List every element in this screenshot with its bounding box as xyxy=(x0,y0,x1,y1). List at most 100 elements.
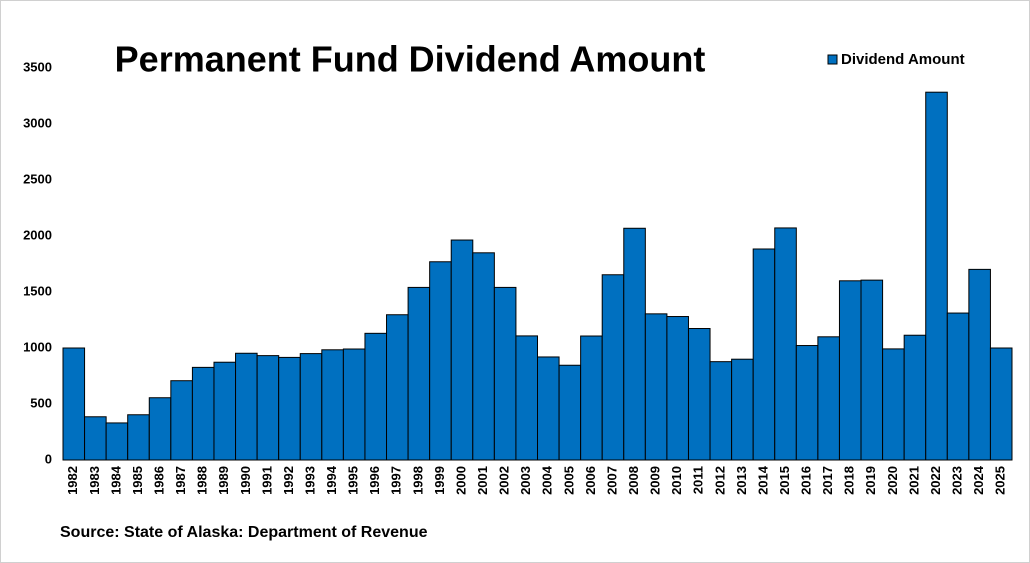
bar xyxy=(148,397,172,461)
x-tick-label: 1984 xyxy=(108,465,123,495)
bar xyxy=(299,353,323,461)
bar xyxy=(213,361,237,461)
x-tick-label: 2015 xyxy=(777,466,792,495)
bar xyxy=(386,314,409,461)
x-tick-label: 2005 xyxy=(561,466,576,495)
bar xyxy=(946,312,970,461)
x-tick-label: 2001 xyxy=(475,466,490,495)
bar xyxy=(235,352,258,461)
x-tick-label: 2018 xyxy=(842,466,857,495)
bar xyxy=(774,227,797,461)
bar xyxy=(429,261,452,461)
bar xyxy=(968,268,991,461)
x-tick-label: 2017 xyxy=(820,466,835,495)
bar xyxy=(731,358,754,461)
y-tick-label: 1500 xyxy=(23,283,52,298)
bar xyxy=(278,356,301,461)
bar xyxy=(62,347,86,461)
bar xyxy=(450,239,474,461)
bar xyxy=(472,252,495,461)
x-tick-label: 2006 xyxy=(583,466,598,495)
bar xyxy=(860,279,884,461)
y-tick-label: 3500 xyxy=(23,59,52,74)
y-tick-label: 2500 xyxy=(23,171,52,186)
bar xyxy=(537,356,560,461)
y-tick-label: 2000 xyxy=(23,227,52,242)
x-tick-label: 2002 xyxy=(497,466,512,495)
x-tick-label: 2021 xyxy=(906,466,921,495)
y-tick-label: 1000 xyxy=(23,339,52,354)
bar xyxy=(644,313,668,461)
x-tick-label: 2004 xyxy=(540,465,555,495)
x-tick-label: 2019 xyxy=(863,466,878,495)
x-tick-label: 2012 xyxy=(712,466,727,495)
bar xyxy=(170,380,193,461)
x-tick-label: 2007 xyxy=(604,466,619,495)
x-tick-label: 2010 xyxy=(669,466,684,495)
bar xyxy=(903,334,927,461)
bar xyxy=(989,347,1013,461)
x-tick-label: 1994 xyxy=(324,465,339,495)
bar xyxy=(817,336,840,461)
x-tick-label: 1995 xyxy=(346,466,361,495)
x-tick-label: 1991 xyxy=(259,466,274,495)
y-tick-label: 500 xyxy=(30,395,52,410)
x-tick-label: 1999 xyxy=(432,466,447,495)
bar xyxy=(493,286,517,461)
x-tick-label: 2003 xyxy=(518,466,533,495)
x-tick-label: 1983 xyxy=(87,466,102,495)
bar xyxy=(709,361,733,461)
bar xyxy=(752,248,776,461)
x-tick-label: 2016 xyxy=(799,466,814,495)
legend-label: Dividend Amount xyxy=(841,51,965,68)
x-tick-label: 1988 xyxy=(195,466,210,495)
x-tick-label: 2020 xyxy=(885,466,900,495)
x-tick-label: 2022 xyxy=(928,466,943,495)
bar xyxy=(666,316,689,461)
bar xyxy=(580,335,603,461)
bar xyxy=(191,366,215,461)
bar xyxy=(925,91,948,461)
x-tick-label: 2025 xyxy=(993,466,1008,495)
x-tick-label: 1985 xyxy=(130,466,145,495)
x-tick-label: 2014 xyxy=(755,465,770,495)
x-tick-label: 1992 xyxy=(281,466,296,495)
bar xyxy=(321,349,344,461)
bar xyxy=(838,280,862,461)
x-tick-label: 1986 xyxy=(151,466,166,495)
x-tick-label: 2024 xyxy=(971,465,986,495)
bar xyxy=(687,328,711,461)
bar xyxy=(515,335,539,461)
bar xyxy=(882,348,905,461)
y-tick-label: 3000 xyxy=(23,115,52,130)
x-tick-label: 2023 xyxy=(950,466,965,495)
x-tick-label: 1987 xyxy=(173,466,188,495)
bar xyxy=(105,422,129,461)
bar xyxy=(364,332,388,461)
x-tick-label: 1982 xyxy=(65,466,80,495)
bar xyxy=(601,274,625,461)
bar xyxy=(558,364,582,461)
x-tick-label: 2008 xyxy=(626,466,641,495)
x-tick-label: 2009 xyxy=(648,466,663,495)
x-tick-label: 2013 xyxy=(734,466,749,495)
bar xyxy=(342,348,366,461)
bar xyxy=(84,416,107,461)
bar xyxy=(795,345,819,461)
bar xyxy=(623,227,646,461)
bar xyxy=(407,286,431,461)
x-tick-label: 1990 xyxy=(238,466,253,495)
x-tick-label: 1993 xyxy=(302,466,317,495)
y-tick-label: 0 xyxy=(45,451,52,466)
x-tick-label: 1996 xyxy=(367,466,382,495)
chart-title: Permanent Fund Dividend Amount xyxy=(115,39,706,80)
x-tick-label: 2000 xyxy=(453,466,468,495)
source-note: Source: State of Alaska: Department of R… xyxy=(60,524,428,541)
bar xyxy=(256,355,280,461)
x-tick-label: 1997 xyxy=(389,466,404,495)
bar xyxy=(127,414,150,461)
x-tick-label: 2011 xyxy=(691,466,706,494)
x-tick-label: 1998 xyxy=(410,466,425,495)
legend-swatch xyxy=(827,54,838,65)
